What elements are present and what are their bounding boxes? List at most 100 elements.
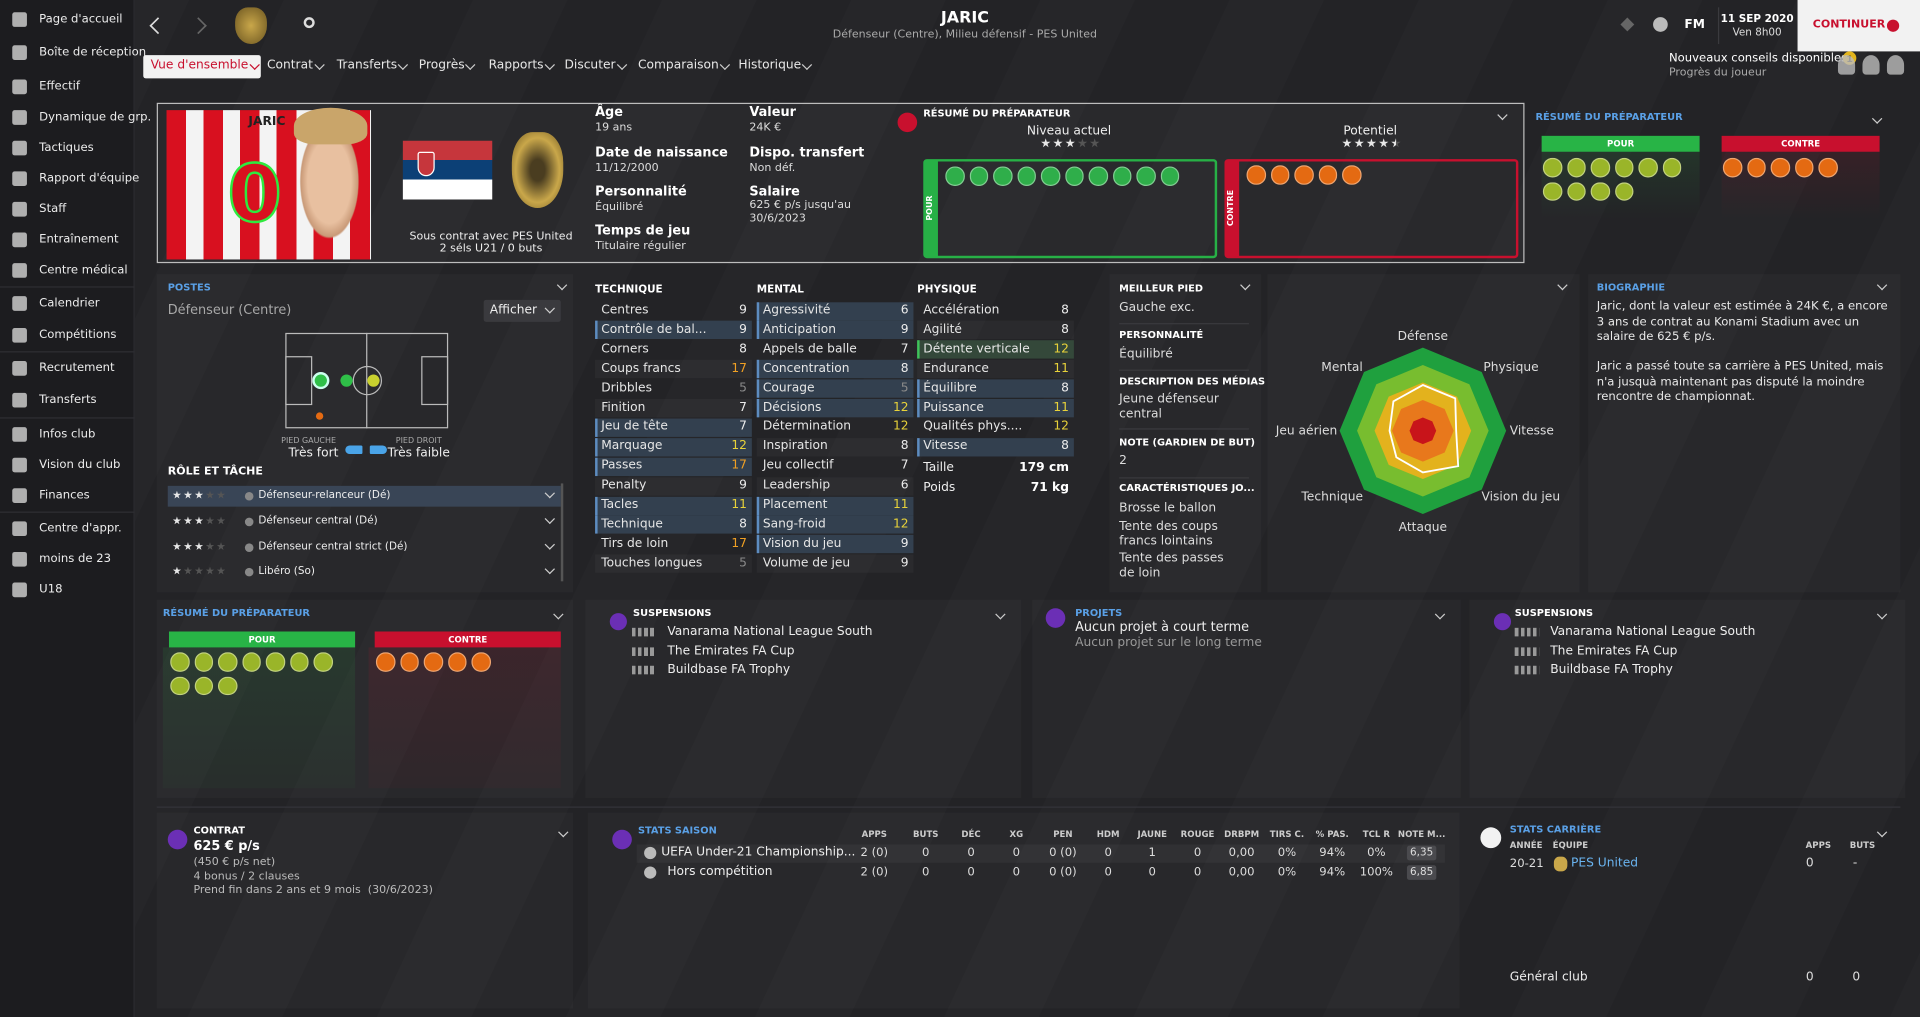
chevron[interactable] xyxy=(616,59,628,71)
forward-button[interactable] xyxy=(189,17,207,35)
search-button[interactable] xyxy=(303,17,315,29)
attribute-row xyxy=(917,398,1074,418)
height-label: Taille xyxy=(923,461,954,475)
nav-icon xyxy=(12,232,27,248)
nav-item[interactable]: Transferts xyxy=(39,393,97,407)
attribute-name: Courage xyxy=(762,381,815,395)
project-short: Aucun projet à court terme xyxy=(1075,620,1250,635)
chevron[interactable] xyxy=(314,59,325,71)
trait-icon xyxy=(1794,157,1814,177)
nav-icon xyxy=(12,521,27,537)
info-value: 625 € p/s jusqu'au 30/6/2023 xyxy=(749,199,851,225)
nav-item[interactable]: Centre d'appr. xyxy=(39,521,122,536)
show-button[interactable] xyxy=(483,299,561,322)
chevron[interactable] xyxy=(397,59,409,71)
nav-item[interactable]: Finances xyxy=(39,488,90,503)
star xyxy=(1053,138,1063,148)
tab[interactable]: Comparaison xyxy=(637,58,719,73)
edit-icon[interactable] xyxy=(1620,17,1635,32)
tab[interactable]: Historique xyxy=(738,58,802,73)
project-long: Aucun projet sur le long terme xyxy=(1075,636,1262,650)
trait-icon xyxy=(194,652,214,672)
attribute-name: Contrôle de bal... xyxy=(601,322,707,337)
role-name[interactable]: Libéro (So) xyxy=(258,565,315,578)
nav-item[interactable]: Calendrier xyxy=(39,296,100,311)
role-name[interactable]: Défenseur-relanceur (Dé) xyxy=(258,489,391,502)
attribute-name: Détente verticale xyxy=(923,342,1030,356)
nav-item[interactable]: U18 xyxy=(39,582,63,597)
trophy-icon[interactable] xyxy=(1653,17,1668,32)
biography-text: Jaric, dont la valeur est estimée à 24K … xyxy=(1596,299,1888,344)
stats-column: PEN xyxy=(1053,829,1073,840)
cons-label: CONTRE xyxy=(1225,189,1236,227)
stars xyxy=(172,516,226,525)
attribute-name: Puissance xyxy=(923,400,984,415)
nav-item[interactable]: Infos club xyxy=(39,427,96,441)
stats-cell: 0 xyxy=(1012,865,1021,880)
attribute-row xyxy=(756,496,914,515)
detail-value: Équilibré xyxy=(1119,347,1173,362)
tab[interactable]: Transferts xyxy=(336,58,398,73)
tab-active[interactable] xyxy=(143,55,261,79)
role-row-selected[interactable] xyxy=(167,485,561,507)
potential-ability-label: Potentiel xyxy=(1343,124,1398,139)
stats-column: ROUGE xyxy=(1180,829,1215,840)
nav-item[interactable]: Vision du club xyxy=(39,458,121,472)
attribute-row xyxy=(595,418,752,437)
nav-item[interactable]: Dynamique de grp. xyxy=(39,110,152,124)
tab[interactable]: Discuter xyxy=(564,58,616,73)
star xyxy=(194,566,204,575)
flag xyxy=(402,140,493,200)
detail-label: MEILLEUR PIED xyxy=(1119,282,1204,294)
chevron[interactable] xyxy=(544,59,555,71)
club-logo[interactable] xyxy=(235,7,267,45)
nav-icon xyxy=(12,551,27,567)
stats-icon xyxy=(612,829,632,850)
chevron[interactable] xyxy=(1876,827,1888,838)
side-scout-title: RÉSUMÉ DU PRÉPARATEUR xyxy=(1535,111,1683,123)
nav-item[interactable]: moins de 23 xyxy=(39,552,112,566)
detail-label: NOTE (GARDIEN DE BUT) xyxy=(1119,437,1256,449)
chevron[interactable] xyxy=(719,59,731,71)
back-button[interactable] xyxy=(149,17,167,35)
info-value: 11/12/2000 xyxy=(595,162,659,175)
tab[interactable]: Contrat xyxy=(266,58,313,73)
nav-item[interactable]: Recrutement xyxy=(39,361,115,375)
nav-icon xyxy=(12,79,27,95)
nav-item[interactable]: Rapport d'équipe xyxy=(39,171,140,186)
stars xyxy=(1342,138,1401,148)
detail-separator xyxy=(1119,369,1249,371)
nav-item[interactable]: Page d'accueil xyxy=(39,12,123,27)
continue-button[interactable] xyxy=(1797,0,1920,52)
attribute-value: 6 xyxy=(900,478,909,493)
nav-item[interactable]: Tactiques xyxy=(39,141,94,155)
nav-item[interactable]: Compétitions xyxy=(39,328,117,342)
nav-item[interactable]: Entraînement xyxy=(39,232,119,247)
attribute-row xyxy=(595,437,752,457)
attribute-value: 8 xyxy=(900,439,909,454)
chevron[interactable] xyxy=(1871,113,1883,124)
star xyxy=(1354,138,1364,148)
role-name[interactable]: Défenseur central (Dé) xyxy=(258,515,378,528)
nav-item[interactable]: Centre médical xyxy=(39,263,128,277)
competition: Vanarama National League South xyxy=(667,625,873,639)
career-column: BUTS xyxy=(1849,840,1876,851)
tab[interactable]: Rapports xyxy=(488,58,544,73)
radar-label: Défense xyxy=(1397,330,1449,344)
trait-icon xyxy=(1112,166,1132,186)
nav-item[interactable]: Staff xyxy=(39,202,67,216)
trait-icon xyxy=(1590,157,1610,177)
career-team[interactable]: PES United xyxy=(1571,856,1639,871)
tab[interactable]: Progrès xyxy=(418,58,465,73)
continue-icon xyxy=(1886,19,1900,32)
chevron[interactable] xyxy=(801,59,813,71)
competition-icon xyxy=(1514,646,1540,656)
position-dot xyxy=(315,412,324,420)
trait: Tente des passes de loin xyxy=(1119,551,1224,581)
role-name[interactable]: Défenseur central strict (Dé) xyxy=(258,540,408,554)
nav-item[interactable]: Effectif xyxy=(39,79,80,94)
pros-bar xyxy=(168,631,356,648)
chevron[interactable] xyxy=(465,59,476,71)
tab[interactable]: Vue d'ensemble xyxy=(150,58,249,73)
nav-item[interactable]: Boîte de réception xyxy=(39,45,147,60)
